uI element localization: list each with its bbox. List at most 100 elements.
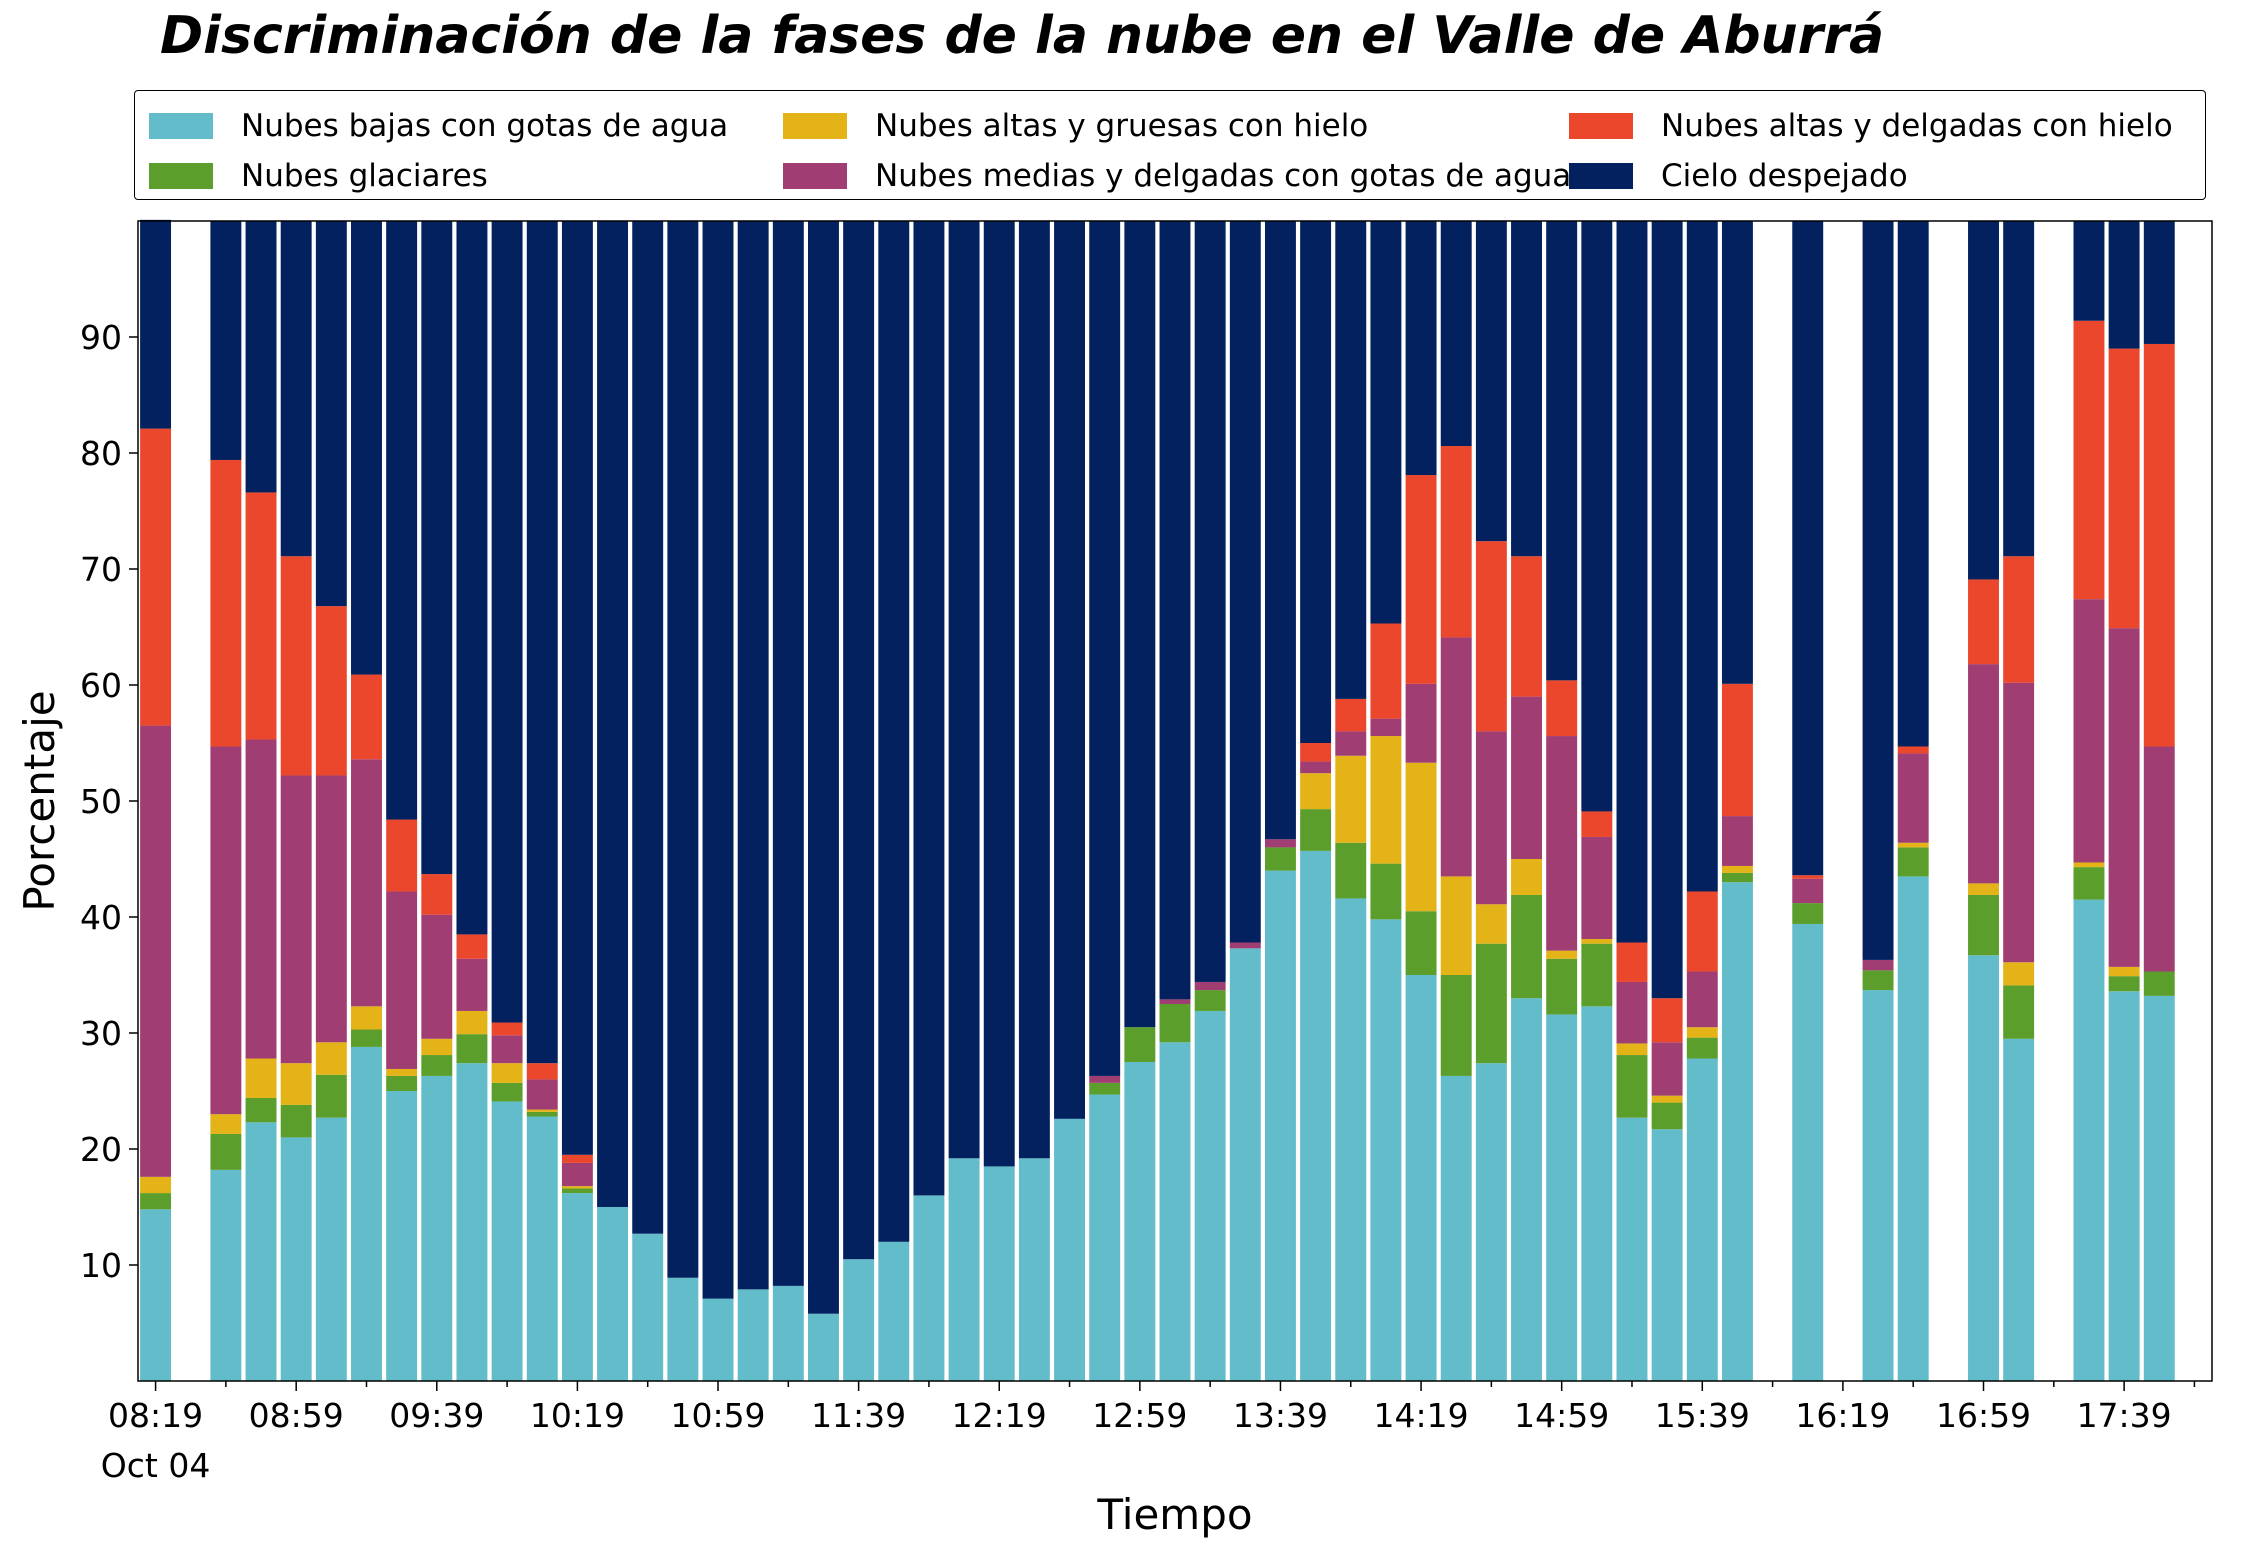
- bar-segment-low-water: [245, 1122, 277, 1381]
- bar-segment-glacial: [1194, 990, 1226, 1011]
- bar-segment-low-water: [632, 1233, 664, 1381]
- bar-segment-high-thin-ice: [1581, 811, 1613, 837]
- bar-segment-clear-sky: [351, 221, 382, 675]
- bar-segment-mid-thin-water: [245, 739, 277, 1059]
- bar-segment-glacial: [1159, 1004, 1191, 1043]
- bar-segment-high-thick-ice: [1721, 865, 1753, 873]
- bar-segment-low-water: [1475, 1063, 1507, 1381]
- bar-segment-low-water: [1405, 975, 1437, 1381]
- bar-segment-low-water: [1194, 1010, 1226, 1381]
- bar-stack: [1475, 221, 1507, 1381]
- bar-segment-low-water: [1124, 1062, 1156, 1381]
- bar-stack: [1792, 221, 1824, 1381]
- bar-segment-low-water: [2073, 899, 2105, 1381]
- bar-segment-glacial: [421, 1055, 453, 1076]
- bar-segment-low-water: [1721, 882, 1753, 1381]
- bar-segment-glacial: [1546, 958, 1578, 1015]
- bar-segment-high-thin-ice: [2143, 343, 2175, 747]
- legend-label: Nubes medias y delgadas con gotas de agu…: [875, 158, 1572, 194]
- x-tick-label: 10:59: [670, 1396, 765, 1435]
- bar-segment-clear-sky: [2003, 221, 2035, 557]
- bar-segment-high-thick-ice: [1546, 950, 1578, 959]
- bar-segment-mid-thin-water: [1370, 718, 1402, 737]
- bar-segment-mid-thin-water: [1475, 731, 1507, 905]
- bar-stack: [1686, 221, 1718, 1381]
- y-tick-label: 20: [80, 1130, 122, 1169]
- bar-segment-high-thick-ice: [2003, 962, 2035, 986]
- bar-segment-glacial: [1581, 943, 1613, 1007]
- x-tick-label: 08:19: [108, 1396, 203, 1435]
- bar-segment-clear-sky: [456, 221, 488, 935]
- bar-segment-clear-sky: [1897, 221, 1929, 747]
- x-tick-label: 16:19: [1795, 1396, 1890, 1435]
- bar-segment-clear-sky: [1089, 221, 1121, 1076]
- bar-segment-low-water: [948, 1158, 980, 1381]
- bar-stack: [1054, 221, 1086, 1381]
- bar-segment-glacial: [1300, 809, 1332, 851]
- bar-segment-mid-thin-water: [1159, 999, 1191, 1004]
- bar-segment-clear-sky: [1968, 221, 1999, 580]
- bar-segment-high-thin-ice: [210, 459, 242, 747]
- bar-segment-low-water: [843, 1259, 875, 1381]
- bar-segment-mid-thin-water: [1335, 731, 1367, 756]
- bar-segment-high-thin-ice: [1511, 556, 1542, 697]
- bar-segment-high-thick-ice: [1405, 762, 1437, 912]
- bar-stack: [2073, 221, 2105, 1381]
- bar-segment-glacial: [456, 1034, 488, 1064]
- bar-stack: [1335, 221, 1367, 1381]
- bar-segment-clear-sky: [632, 221, 664, 1234]
- bar-segment-low-water: [1229, 948, 1261, 1381]
- bar-stack: [632, 221, 664, 1381]
- bar-stack: [1405, 221, 1437, 1381]
- bar-segment-glacial: [1405, 911, 1437, 975]
- bar-segment-low-water: [808, 1313, 839, 1381]
- bar-segment-low-water: [1581, 1006, 1613, 1381]
- bar-stack: [1124, 221, 1156, 1381]
- bar-stack: [2143, 221, 2175, 1381]
- bar-segment-mid-thin-water: [280, 775, 312, 1064]
- bar-stack: [315, 221, 347, 1381]
- bar-stack: [140, 219, 172, 1381]
- x-date-label: Oct 04: [101, 1446, 211, 1485]
- bar-stack: [2108, 221, 2140, 1381]
- bar-segment-high-thin-ice: [1370, 623, 1402, 719]
- bar-segment-high-thick-ice: [1440, 876, 1472, 975]
- bar-segment-mid-thin-water: [421, 914, 453, 1039]
- bar-segment-mid-thin-water: [561, 1162, 593, 1187]
- bar-segment-clear-sky: [2143, 221, 2175, 344]
- bar-segment-high-thin-ice: [1475, 541, 1507, 732]
- bar-segment-high-thin-ice: [140, 428, 172, 726]
- bar-stack: [1194, 221, 1226, 1381]
- bar-segment-clear-sky: [1686, 221, 1718, 892]
- bar-stack: [1862, 221, 1894, 1381]
- bar-segment-low-water: [386, 1091, 418, 1381]
- bar-segment-high-thick-ice: [1370, 736, 1402, 864]
- bar-segment-clear-sky: [140, 219, 172, 429]
- x-tick-label: 15:39: [1655, 1396, 1750, 1435]
- bar-segment-clear-sky: [1159, 221, 1191, 1000]
- legend-item-low-water: Nubes bajas con gotas de agua: [149, 106, 728, 146]
- legend-swatch: [1569, 163, 1633, 189]
- bar-stack: [667, 221, 699, 1381]
- bar-segment-low-water: [1440, 1075, 1472, 1381]
- bar-segment-low-water: [1054, 1118, 1086, 1381]
- bar-segment-low-water: [983, 1166, 1015, 1381]
- x-axis-label: Tiempo: [1096, 1490, 1252, 1539]
- bar-segment-mid-thin-water: [1194, 981, 1226, 991]
- bar-segment-clear-sky: [1475, 221, 1507, 542]
- legend-item-glacial: Nubes glaciares: [149, 156, 488, 196]
- bar-segment-mid-thin-water: [386, 891, 418, 1069]
- bar-segment-low-water: [772, 1285, 804, 1381]
- bar-segment-glacial: [1475, 943, 1507, 1064]
- bar-segment-low-water: [2143, 995, 2175, 1381]
- bar-segment-clear-sky: [1229, 221, 1261, 943]
- bar-segment-glacial: [1651, 1102, 1683, 1130]
- bar-stack: [1300, 221, 1332, 1381]
- bar-segment-high-thick-ice: [561, 1186, 593, 1189]
- bar-segment-high-thin-ice: [1546, 680, 1578, 737]
- bar-segment-low-water: [1968, 955, 1999, 1381]
- bar-stack: [1511, 221, 1542, 1381]
- bar-segment-mid-thin-water: [526, 1079, 558, 1110]
- bar-stack: [561, 221, 593, 1381]
- bar-stack: [597, 221, 629, 1381]
